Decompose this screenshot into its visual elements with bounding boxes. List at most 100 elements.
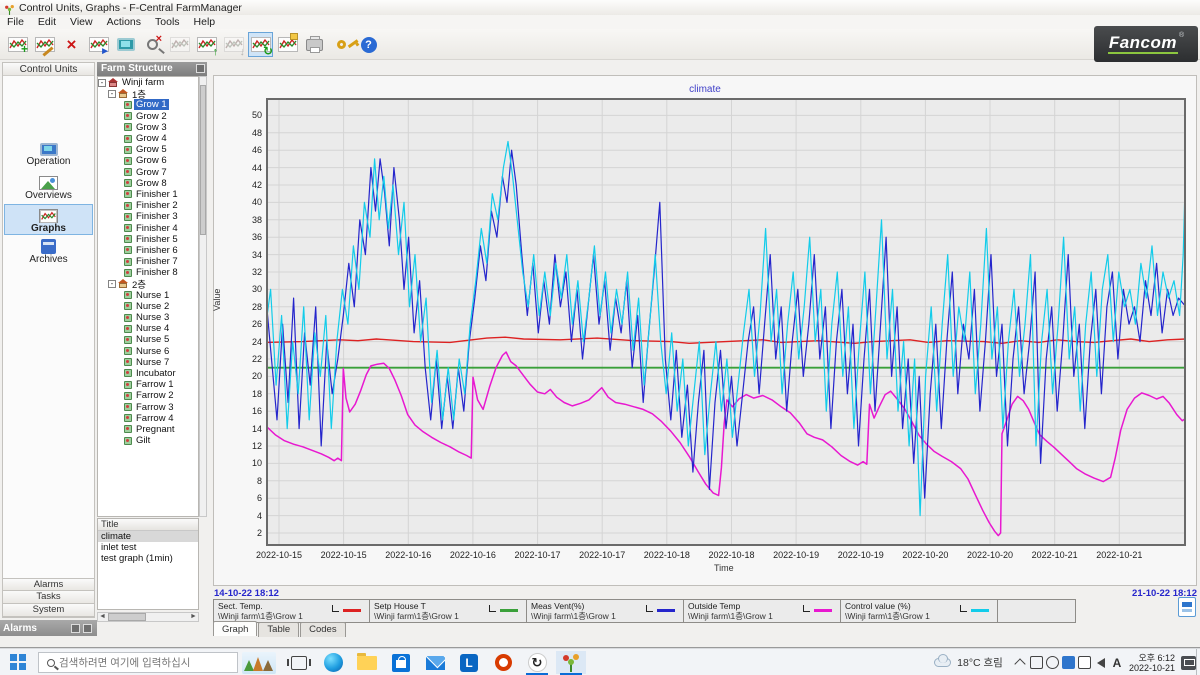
sidebar-item-operation[interactable]: Operation — [4, 139, 93, 170]
tree-item[interactable]: Nurse 6 — [98, 346, 198, 357]
display-icon[interactable] — [1061, 649, 1076, 675]
taskbar-app-store[interactable] — [386, 651, 416, 674]
tree-item-label[interactable]: Grow 3 — [134, 122, 169, 133]
tree-item-label[interactable]: Finisher 5 — [134, 234, 180, 245]
notification-center-icon[interactable] — [1179, 649, 1197, 675]
tab-graph[interactable]: Graph — [213, 621, 257, 636]
tree-horizontal-scrollbar[interactable]: ◄ ► — [97, 612, 199, 622]
menu-view[interactable]: View — [63, 15, 100, 29]
tree-item-label[interactable]: Nurse 3 — [134, 312, 171, 323]
scroll-right-arrow-icon[interactable]: ► — [189, 613, 198, 621]
tree-item[interactable]: Farrow 3 — [98, 401, 198, 412]
tree-item[interactable]: Nurse 7 — [98, 357, 198, 368]
sidebar-item-overviews[interactable]: Overviews — [4, 172, 93, 203]
bottom-button-tasks[interactable]: Tasks — [2, 591, 95, 604]
expand-icon[interactable]: - — [108, 90, 116, 98]
tree-item[interactable]: Grow 7 — [98, 167, 198, 178]
tree-item[interactable]: Grow 6 — [98, 155, 198, 166]
taskbar-app-sync-app[interactable]: ↻ — [522, 651, 552, 674]
taskbar-app-file-explorer[interactable] — [352, 651, 382, 674]
legend-item[interactable]: Outside Temp\Winji farm\1층\Grow 1 — [684, 599, 841, 623]
tree-item[interactable]: Finisher 7 — [98, 256, 198, 267]
tree-item[interactable]: Finisher 5 — [98, 234, 198, 245]
tree-item-label[interactable]: Nurse 5 — [134, 334, 171, 345]
tree-item-label[interactable]: Nurse 4 — [134, 323, 171, 334]
tree-item[interactable]: Nurse 3 — [98, 312, 198, 323]
tray-weather-text[interactable]: 18°C 흐림 — [952, 649, 1008, 675]
tree-item-label[interactable]: Grow 5 — [134, 144, 169, 155]
menu-file[interactable]: File — [0, 15, 31, 29]
taskbar-app-edge[interactable] — [318, 651, 348, 674]
weather-cloud-icon[interactable] — [932, 649, 952, 675]
tab-table[interactable]: Table — [258, 622, 299, 637]
title-list-item[interactable]: climate — [98, 531, 198, 542]
tree-item-label[interactable]: Grow 4 — [134, 133, 169, 144]
start-button[interactable] — [10, 654, 27, 671]
hidden-icons-chevron-icon[interactable] — [1012, 649, 1028, 675]
taskbar-app-mail[interactable] — [420, 651, 450, 674]
bottom-button-system[interactable]: System — [2, 604, 95, 617]
taskbar-app-farmmanager[interactable] — [556, 651, 586, 674]
graph-option-button[interactable] — [167, 32, 192, 57]
title-list-item[interactable]: test graph (1min) — [98, 553, 198, 564]
taskbar-app-task-view[interactable] — [284, 651, 314, 674]
expand-icon[interactable]: - — [98, 79, 106, 87]
tree-item-label[interactable]: Finisher 4 — [134, 223, 180, 234]
tree-item-label[interactable]: Grow 8 — [134, 178, 169, 189]
volume-icon[interactable] — [1093, 649, 1108, 675]
legend-item[interactable]: Control value (%)\Winji farm\1층\Grow 1 — [841, 599, 998, 623]
tree-item-label[interactable]: Farrow 1 — [134, 379, 175, 390]
menu-help[interactable]: Help — [187, 15, 223, 29]
tree-item-label[interactable]: Grow 7 — [134, 167, 169, 178]
network-icon[interactable] — [1045, 649, 1060, 675]
title-list-item[interactable]: inlet test — [98, 542, 198, 553]
tree-item-label[interactable]: Finisher 7 — [134, 256, 180, 267]
zoom-reset-button[interactable]: × — [140, 32, 165, 57]
tree-item[interactable]: Grow 4 — [98, 133, 198, 144]
tree-item-label[interactable]: Farrow 3 — [134, 402, 175, 413]
legend-item[interactable]: Setp House T\Winji farm\1층\Grow 1 — [370, 599, 527, 623]
tree-item-label[interactable]: Finisher 1 — [134, 189, 180, 200]
expand-icon[interactable]: - — [108, 280, 116, 288]
tree-item[interactable]: Finisher 3 — [98, 211, 198, 222]
search-input[interactable] — [59, 657, 209, 669]
tree-item[interactable]: Farrow 2 — [98, 390, 198, 401]
tree-item-label[interactable]: Pregnant — [134, 424, 177, 435]
legend-item[interactable]: Sect. Temp.\Winji farm\1층\Grow 1 — [213, 599, 370, 623]
edit-graph-button[interactable] — [32, 32, 57, 57]
tree-scroll-thumb[interactable] — [200, 85, 206, 235]
tree-item-label[interactable]: Incubator — [134, 368, 178, 379]
delete-button[interactable]: × — [59, 32, 84, 57]
tree-item[interactable]: Finisher 2 — [98, 200, 198, 211]
farm-panel-pin-icon[interactable] — [196, 64, 205, 73]
print-button[interactable] — [302, 32, 327, 57]
tree-item[interactable]: Grow 5 — [98, 144, 198, 155]
tree-item[interactable]: Finisher 4 — [98, 222, 198, 233]
ime-indicator[interactable]: A — [1110, 649, 1124, 675]
tree-item[interactable]: Nurse 5 — [98, 334, 198, 345]
taskbar-app-office[interactable] — [488, 651, 518, 674]
help-button[interactable]: ? — [356, 32, 381, 57]
legend-item[interactable]: Meas Vent(%)\Winji farm\1층\Grow 1 — [527, 599, 684, 623]
taskbar-search[interactable] — [38, 652, 238, 673]
security-keys-button[interactable] — [329, 32, 354, 57]
tree-item-label[interactable]: Finisher 3 — [134, 211, 180, 222]
menu-actions[interactable]: Actions — [100, 15, 148, 29]
tree-item-label[interactable]: Nurse 1 — [134, 290, 171, 301]
taskbar-app-line-app[interactable]: L — [454, 651, 484, 674]
export-graph-button[interactable]: ► — [86, 32, 111, 57]
scroll-left-arrow-icon[interactable]: ◄ — [98, 613, 107, 621]
tree-item-label[interactable]: Nurse 7 — [134, 357, 171, 368]
tree-vertical-scrollbar[interactable] — [199, 76, 207, 517]
add-graph-button[interactable]: + — [5, 32, 30, 57]
menu-edit[interactable]: Edit — [31, 15, 63, 29]
tree-item[interactable]: Grow 2 — [98, 111, 198, 122]
modify-graph-button[interactable] — [275, 32, 300, 57]
tree-item[interactable]: Farrow 1 — [98, 379, 198, 390]
tree-item[interactable]: Pregnant — [98, 424, 198, 435]
hscroll-thumb[interactable] — [108, 613, 146, 621]
tree-item[interactable]: Finisher 6 — [98, 245, 198, 256]
tree-item[interactable]: Gilt — [98, 435, 198, 446]
tree-item-label[interactable]: Nurse 2 — [134, 301, 171, 312]
tree-item[interactable]: Finisher 1 — [98, 189, 198, 200]
